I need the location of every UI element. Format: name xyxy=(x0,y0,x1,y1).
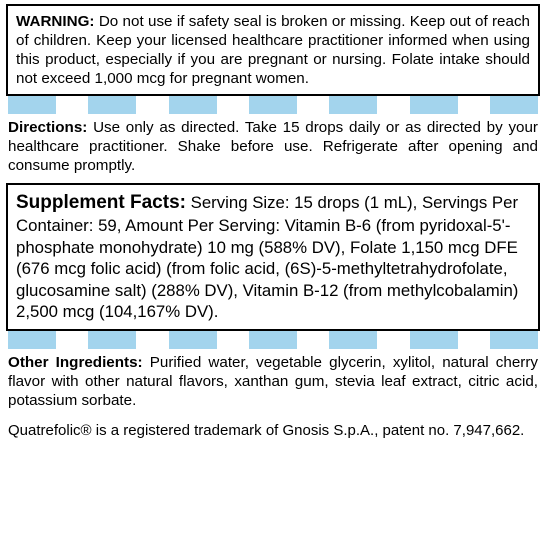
trademark-paragraph: Quatrefolic® is a registered trademark o… xyxy=(6,412,540,443)
warning-box: WARNING: Do not use if safety seal is br… xyxy=(6,4,540,96)
directions-text: Use only as directed. Take 15 drops dail… xyxy=(8,119,538,174)
stripe xyxy=(410,331,458,349)
stripe xyxy=(490,331,538,349)
stripe xyxy=(490,96,538,114)
warning-paragraph: WARNING: Do not use if safety seal is br… xyxy=(16,12,530,88)
facts-paragraph: Supplement Facts: Serving Size: 15 drops… xyxy=(16,191,530,323)
other-paragraph: Other Ingredients: Purified water, veget… xyxy=(6,349,540,412)
stripe xyxy=(8,96,56,114)
facts-box: Supplement Facts: Serving Size: 15 drops… xyxy=(6,183,540,331)
trademark-text: Quatrefolic® is a registered trademark o… xyxy=(8,422,524,439)
warning-label: WARNING: xyxy=(16,13,94,30)
stripe xyxy=(8,331,56,349)
facts-label: Supplement Facts: xyxy=(16,192,186,213)
stripe xyxy=(169,96,217,114)
stripe xyxy=(88,96,136,114)
stripe xyxy=(169,331,217,349)
other-label: Other Ingredients: xyxy=(8,354,143,371)
stripe-row-1 xyxy=(6,96,540,114)
stripe xyxy=(410,96,458,114)
warning-text: Do not use if safety seal is broken or m… xyxy=(16,13,530,87)
stripe-row-2 xyxy=(6,331,540,349)
stripe xyxy=(249,331,297,349)
stripe xyxy=(249,96,297,114)
directions-paragraph: Directions: Use only as directed. Take 1… xyxy=(6,114,540,181)
directions-label: Directions: xyxy=(8,119,87,136)
stripe xyxy=(329,96,377,114)
stripe xyxy=(329,331,377,349)
stripe xyxy=(88,331,136,349)
